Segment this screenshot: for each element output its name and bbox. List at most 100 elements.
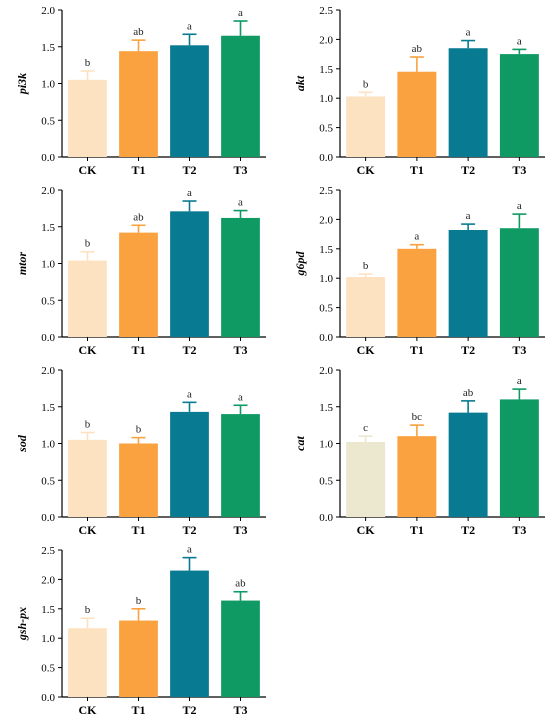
category-label: T2 [182, 163, 196, 177]
bar-T2 [448, 48, 488, 157]
y-tick-label: 1.0 [319, 273, 333, 285]
significance-label: a [187, 187, 192, 199]
y-tick-label: 2.0 [41, 574, 55, 586]
y-tick-label: 1.0 [41, 259, 55, 271]
y-tick-label: 0.0 [41, 512, 55, 524]
panel-mtor: 0.0 0.5 1.0 1.5 2.0 mtor b CK ab T1 a T2 a T3 [15, 185, 266, 357]
category-label: T1 [410, 163, 424, 177]
y-tick-label: 0.5 [319, 475, 333, 487]
category-label: CK [79, 343, 98, 357]
significance-label: a [238, 391, 243, 403]
category-label: T3 [233, 703, 247, 717]
panel-gsh-px: 0.0 0.5 1.0 1.5 2.0 2.5 gsh-px b CK b T1 a T2 ab T3 [15, 544, 266, 717]
y-tick-label: 0.0 [41, 152, 55, 164]
y-tick-label: 1.5 [41, 604, 55, 616]
y-tick-label: 2.5 [41, 545, 55, 557]
y-axis-label: pi3k [15, 73, 29, 95]
bar-T3 [221, 600, 260, 697]
y-tick-label: 2.5 [319, 185, 333, 197]
significance-label: a [238, 7, 243, 19]
bar-T2 [448, 412, 488, 517]
y-tick-label: 1.0 [319, 439, 333, 451]
significance-label: a [466, 27, 471, 39]
category-label: T2 [182, 343, 196, 357]
bar-T2 [170, 411, 209, 517]
category-label: T2 [461, 163, 475, 177]
y-tick-label: 2.0 [41, 365, 55, 377]
category-label: T3 [512, 163, 526, 177]
category-label: T1 [131, 523, 145, 537]
category-label: T1 [410, 523, 424, 537]
significance-label: ab [235, 578, 246, 590]
significance-label: a [187, 20, 192, 32]
bar-T1 [397, 248, 437, 337]
y-tick-label: 0.0 [319, 512, 333, 524]
category-label: CK [79, 523, 98, 537]
category-label: CK [79, 163, 98, 177]
category-label: T1 [131, 163, 145, 177]
y-axis-label: mtor [15, 252, 29, 276]
significance-label: b [85, 57, 91, 69]
bar-CK [346, 277, 386, 337]
significance-label: a [414, 231, 419, 243]
bar-T3 [499, 399, 539, 517]
y-tick-label: 2.0 [319, 214, 333, 226]
y-tick-label: 1.5 [41, 402, 55, 414]
bar-CK [346, 96, 386, 157]
bar-CK [68, 439, 107, 517]
y-tick-label: 2.0 [41, 185, 55, 197]
bar-T1 [397, 71, 437, 157]
category-label: T2 [461, 523, 475, 537]
category-label: T3 [233, 343, 247, 357]
significance-label: b [363, 260, 369, 272]
y-tick-label: 2.0 [319, 34, 333, 46]
y-axis-label: sod [15, 434, 29, 453]
y-tick-label: 0.5 [41, 475, 55, 487]
significance-label: b [363, 78, 369, 90]
y-tick-label: 0.0 [319, 332, 333, 344]
panel-sod: 0.0 0.5 1.0 1.5 2.0 sod b CK b T1 a T2 a T3 [15, 365, 266, 537]
significance-label: b [136, 424, 142, 436]
bar-CK [68, 79, 107, 157]
significance-label: a [517, 200, 522, 212]
y-tick-label: 0.5 [319, 123, 333, 135]
category-label: T3 [233, 523, 247, 537]
y-tick-label: 2.5 [319, 5, 333, 17]
category-label: CK [357, 523, 376, 537]
y-axis-label: akt [293, 75, 307, 91]
significance-label: ab [412, 43, 423, 55]
category-label: CK [357, 343, 376, 357]
y-tick-label: 0.5 [41, 663, 55, 675]
significance-label: b [136, 595, 142, 607]
y-tick-label: 1.5 [319, 244, 333, 256]
bar-T1 [119, 51, 158, 157]
y-tick-label: 0.0 [41, 692, 55, 704]
significance-label: a [238, 197, 243, 209]
category-label: CK [79, 703, 98, 717]
y-axis-label: gsh-px [15, 607, 29, 641]
y-tick-label: 0.0 [319, 152, 333, 164]
bar-T1 [119, 232, 158, 337]
category-label: T1 [131, 703, 145, 717]
y-tick-label: 1.5 [319, 64, 333, 76]
significance-label: ab [133, 26, 144, 38]
category-label: T2 [182, 703, 196, 717]
bar-T3 [221, 35, 260, 157]
bar-T3 [221, 217, 260, 337]
category-label: CK [357, 163, 376, 177]
y-tick-label: 1.0 [41, 79, 55, 91]
y-tick-label: 1.5 [41, 222, 55, 234]
significance-label: ab [463, 387, 474, 399]
bar-CK [68, 628, 107, 697]
y-axis-label: g6pd [293, 251, 307, 277]
bar-T1 [397, 436, 437, 517]
y-tick-label: 0.0 [41, 332, 55, 344]
bar-T1 [119, 443, 158, 517]
significance-label: a [466, 210, 471, 222]
category-label: T2 [461, 343, 475, 357]
panel-akt: 0.0 0.5 1.0 1.5 2.0 2.5 akt b CK ab T1 a T2 a T3 [293, 5, 545, 177]
bar-CK [346, 442, 386, 517]
y-tick-label: 0.5 [41, 295, 55, 307]
bar-T2 [170, 570, 209, 697]
significance-label: a [187, 388, 192, 400]
